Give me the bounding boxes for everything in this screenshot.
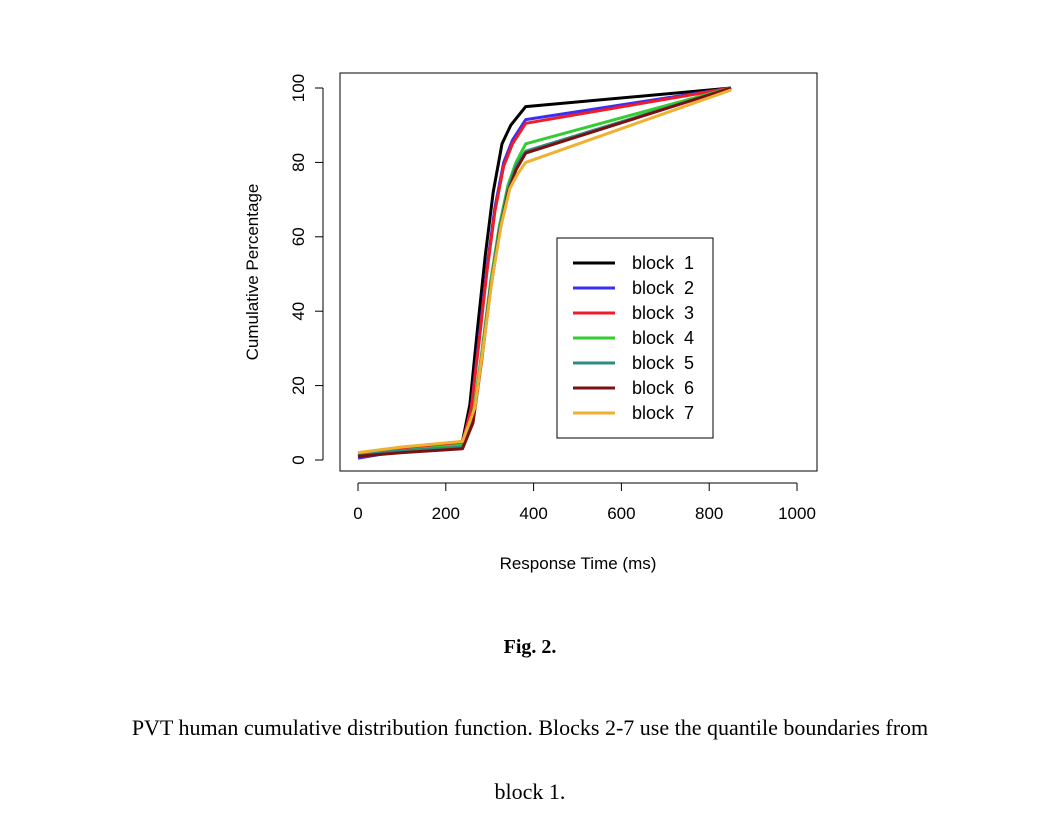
series-layer [357,86,732,460]
x-tick-label: 400 [519,504,547,523]
legend-label-block-1: block 1 [632,253,694,273]
plot-frame [339,72,818,472]
legend-label-block-6: block 6 [632,378,694,398]
x-axis-label: Response Time (ms) [500,554,657,573]
legend-label-block-4: block 4 [632,328,694,348]
cdf-chart: 0 200 400 600 800 1000 0 20 40 60 80 100 Response … [243,72,818,573]
legend-label-block-5: block 5 [632,353,694,373]
y-axis-label: Cumulative Percentage [243,184,262,361]
y-tick-label: 100 [289,74,308,102]
x-tick-label: 800 [695,504,723,523]
caption-line-2: block 1. [494,779,566,804]
figure-caption: PVT human cumulative distribution functi… [0,696,1060,824]
legend: block 1 block 2 block 3 block 4 block 5 block… [556,237,714,439]
x-axis: 0 200 400 600 800 1000 [353,482,816,523]
legend-label-block-2: block 2 [632,278,694,298]
legend-label-block-7: block 7 [632,403,694,423]
x-tick-label: 600 [607,504,635,523]
y-tick-label: 0 [289,455,308,464]
y-axis: 0 20 40 60 80 100 [289,74,324,465]
legend-items: block 1 block 2 block 3 block 4 block 5 block… [573,253,694,423]
y-tick-label: 20 [289,376,308,395]
series-line-block-3 [357,86,732,456]
series-line-block-7 [357,88,732,455]
x-tick-label: 0 [353,504,362,523]
y-tick-label: 40 [289,302,308,321]
legend-label-block-3: block 3 [632,303,694,323]
caption-line-1: PVT human cumulative distribution functi… [131,715,929,740]
y-tick-label: 80 [289,153,308,172]
y-tick-label: 60 [289,227,308,246]
figure-title: Fig. 2. [503,636,557,658]
x-tick-label: 200 [432,504,460,523]
x-tick-label: 1000 [778,504,816,523]
